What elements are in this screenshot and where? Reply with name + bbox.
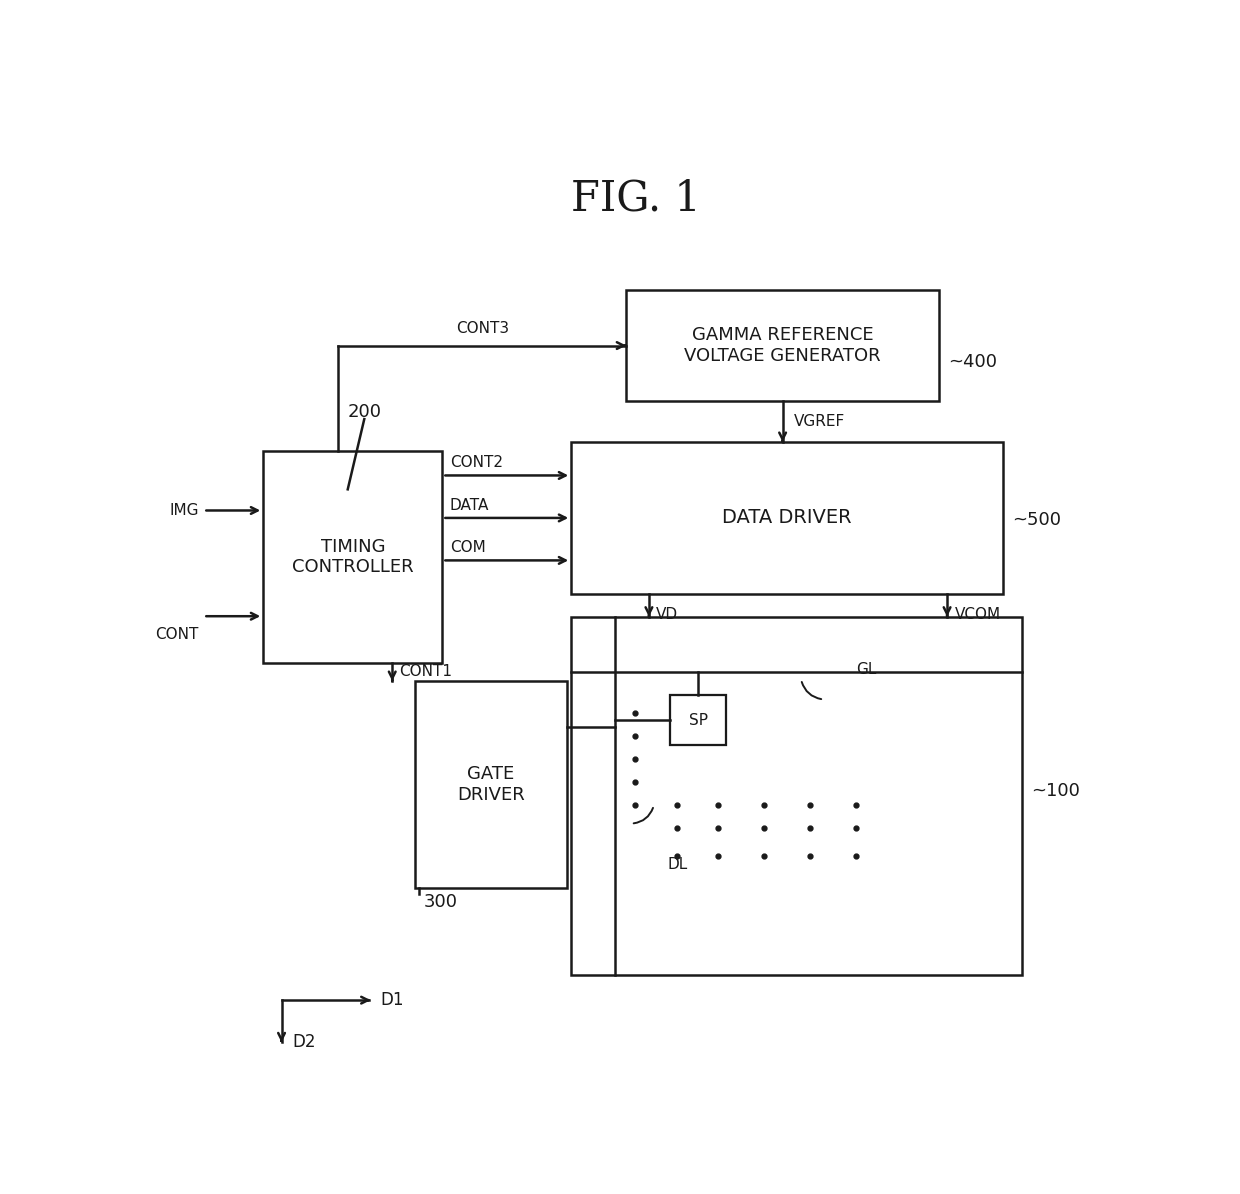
Text: FIG. 1: FIG. 1 <box>570 178 701 220</box>
Text: GAMMA REFERENCE
VOLTAGE GENERATOR: GAMMA REFERENCE VOLTAGE GENERATOR <box>684 326 880 365</box>
Bar <box>415 681 567 888</box>
Text: ~500: ~500 <box>1012 511 1061 529</box>
Text: CONT: CONT <box>155 627 198 642</box>
Bar <box>671 695 725 745</box>
Text: GL: GL <box>856 661 877 677</box>
Text: CONT1: CONT1 <box>399 664 453 679</box>
Bar <box>626 290 939 401</box>
Text: VCOM: VCOM <box>955 607 1001 622</box>
Text: 200: 200 <box>347 402 381 420</box>
Text: D2: D2 <box>293 1034 316 1052</box>
Text: VGREF: VGREF <box>794 414 844 429</box>
Bar <box>572 442 1003 593</box>
Text: COM: COM <box>450 540 486 555</box>
Text: IMG: IMG <box>170 503 198 518</box>
Text: VD: VD <box>656 607 678 622</box>
Text: TIMING
CONTROLLER: TIMING CONTROLLER <box>291 537 414 577</box>
Text: DATA DRIVER: DATA DRIVER <box>723 509 852 528</box>
Text: CONT2: CONT2 <box>450 455 502 470</box>
Text: SP: SP <box>688 713 708 727</box>
Text: D1: D1 <box>379 991 403 1009</box>
Bar <box>263 451 443 663</box>
Text: ~400: ~400 <box>949 353 997 371</box>
Text: GATE
DRIVER: GATE DRIVER <box>456 765 525 804</box>
Text: DL: DL <box>667 857 688 873</box>
Text: ~100: ~100 <box>1030 782 1080 800</box>
Bar <box>572 617 1022 975</box>
Text: DATA: DATA <box>450 498 489 512</box>
Text: 300: 300 <box>424 893 458 911</box>
Text: CONT3: CONT3 <box>456 321 508 337</box>
